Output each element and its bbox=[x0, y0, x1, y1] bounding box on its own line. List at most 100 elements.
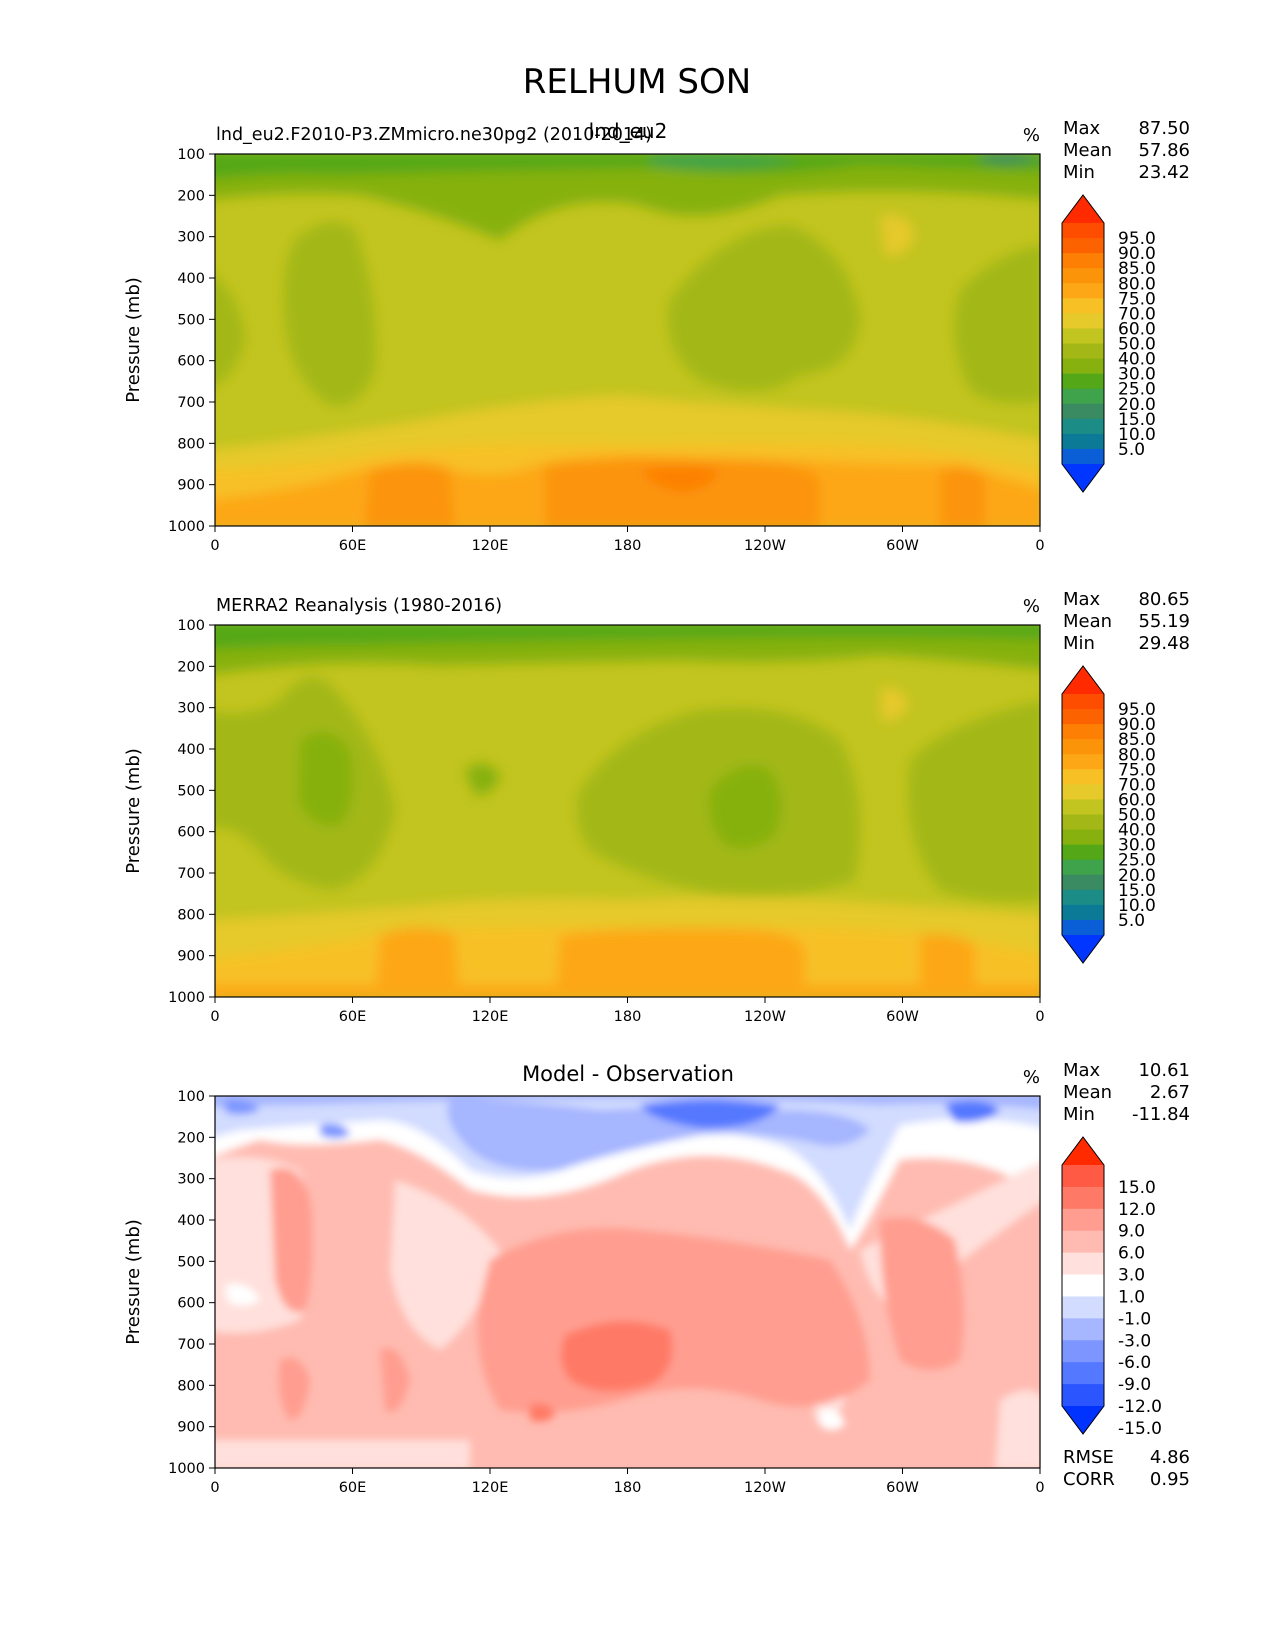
obs-contour-band bbox=[465, 763, 500, 795]
model-colorbar-label: 10.0 bbox=[1118, 425, 1156, 445]
model-colorbar-label: 40.0 bbox=[1118, 350, 1156, 370]
obs-colorbar-band bbox=[1062, 709, 1104, 725]
model-ytick-label: 700 bbox=[177, 395, 205, 411]
model-contour-band bbox=[215, 276, 245, 386]
model-colorbar-label: 5.0 bbox=[1118, 440, 1145, 460]
obs-colorbar-band bbox=[1062, 919, 1104, 936]
model-colorbar-band bbox=[1062, 373, 1104, 390]
diff-colorbar-outline bbox=[1061, 1136, 1105, 1435]
diff-ytick-label: 200 bbox=[177, 1130, 205, 1146]
obs-colorbar-band bbox=[1062, 739, 1104, 755]
model-contour-band bbox=[980, 154, 1040, 164]
diff-contour-band bbox=[447, 1100, 870, 1171]
model-colorbar-band bbox=[1062, 433, 1104, 450]
model-colorbar-band bbox=[1062, 388, 1104, 405]
panel-model: lnd_eu2.F2010-P3.ZMmicro.ne30pg2 (2010-2… bbox=[123, 118, 1190, 554]
obs-colorbar-band bbox=[1062, 724, 1104, 740]
diff-colorbar-cap-top bbox=[1062, 1137, 1104, 1165]
obs-xtick-label: 180 bbox=[614, 1009, 642, 1025]
model-colorbar-band bbox=[1062, 343, 1104, 360]
model-stat-min-value: 23.42 bbox=[1138, 162, 1190, 183]
model-colorbar-label: 30.0 bbox=[1118, 365, 1156, 385]
model-contour-band bbox=[940, 466, 985, 526]
obs-stats: Max 80.65 Mean 55.19 Min 29.48 bbox=[1063, 589, 1190, 654]
obs-ytick-label: 1000 bbox=[168, 990, 205, 1006]
model-stats: Max 87.50 Mean 57.86 Min 23.42 bbox=[1063, 118, 1190, 183]
diff-xtick-label: 120E bbox=[472, 1480, 509, 1496]
model-ytick-label: 900 bbox=[177, 478, 205, 494]
diff-colorbar-label: 6.0 bbox=[1118, 1244, 1145, 1264]
model-contour-band bbox=[215, 154, 1040, 179]
diff-ytick-label: 1000 bbox=[168, 1461, 205, 1477]
diff-colorbar-cap-bottom bbox=[1062, 1406, 1104, 1434]
diff-contour-band bbox=[278, 1357, 310, 1420]
model-colorbar-label: 60.0 bbox=[1118, 319, 1156, 339]
model-contour-band bbox=[283, 222, 376, 406]
diff-colorbar-band bbox=[1062, 1296, 1104, 1319]
model-colorbar-label: 20.0 bbox=[1118, 395, 1156, 415]
diff-ytick-label: 400 bbox=[177, 1213, 205, 1229]
model-colorbar-label: 15.0 bbox=[1118, 410, 1156, 430]
diff-colorbar-label: 15.0 bbox=[1118, 1178, 1156, 1198]
diff-colorbar-band bbox=[1062, 1362, 1104, 1385]
model-colorbar-label: 85.0 bbox=[1118, 259, 1156, 279]
diff-ytick-label: 900 bbox=[177, 1420, 205, 1436]
obs-xtick-label: 0 bbox=[1035, 1009, 1044, 1025]
diff-contour-band bbox=[530, 1403, 555, 1422]
diff-stat-mean-value: 2.67 bbox=[1150, 1082, 1190, 1103]
obs-ytick-label: 400 bbox=[177, 742, 205, 758]
diff-metric-corr-value: 0.95 bbox=[1150, 1469, 1190, 1490]
diff-contour-band bbox=[561, 1321, 673, 1392]
model-stat-max-value: 87.50 bbox=[1138, 118, 1190, 139]
model-colorbar: 95.090.085.080.075.070.060.050.040.030.0… bbox=[1061, 194, 1156, 493]
obs-xtick-label: 60W bbox=[886, 1009, 919, 1025]
model-xtick-label: 0 bbox=[210, 538, 219, 554]
obs-ytick-label: 500 bbox=[177, 783, 205, 799]
obs-colorbar-label: 60.0 bbox=[1118, 790, 1156, 810]
model-contour-band bbox=[650, 154, 800, 169]
obs-xtick-label: 120W bbox=[744, 1009, 786, 1025]
diff-title: Model - Observation bbox=[522, 1062, 734, 1086]
model-colorbar-band bbox=[1062, 253, 1104, 269]
panel-obs: MERRA2 Reanalysis (1980-2016) % Pressure… bbox=[123, 589, 1190, 1025]
diff-xtick-label: 0 bbox=[1035, 1480, 1044, 1496]
obs-colorbar-label: 20.0 bbox=[1118, 866, 1156, 886]
model-colorbar-band bbox=[1062, 283, 1104, 299]
obs-colorbar-label: 75.0 bbox=[1118, 760, 1156, 780]
model-colorbar-band bbox=[1062, 403, 1104, 420]
diff-contour-band bbox=[225, 1284, 260, 1306]
model-ytick-label: 100 bbox=[177, 147, 205, 163]
diff-xtick-label: 0 bbox=[210, 1480, 219, 1496]
model-stat-max-label: Max bbox=[1063, 118, 1101, 139]
diff-contour-band bbox=[320, 1123, 350, 1139]
diff-contour-band bbox=[945, 1101, 1000, 1123]
diff-colorbar-label: -1.0 bbox=[1118, 1309, 1151, 1329]
model-contour-band bbox=[880, 214, 915, 256]
diff-metric-corr-label: CORR bbox=[1063, 1469, 1115, 1490]
diff-colorbar-band bbox=[1062, 1274, 1104, 1297]
obs-contour-band bbox=[880, 687, 908, 721]
obs-contour-band bbox=[298, 732, 354, 826]
model-center-title: lnd_eu2 bbox=[589, 119, 668, 143]
obs-colorbar-label: 95.0 bbox=[1118, 700, 1156, 720]
obs-contour-field bbox=[215, 625, 1040, 997]
model-contour-band bbox=[640, 466, 720, 492]
model-colorbar-label: 95.0 bbox=[1118, 229, 1156, 249]
obs-colorbar-label: 5.0 bbox=[1118, 911, 1145, 931]
model-ytick-label: 200 bbox=[177, 188, 205, 204]
model-colorbar-band bbox=[1062, 298, 1104, 314]
obs-colorbar-band bbox=[1062, 889, 1104, 906]
model-colorbar-band bbox=[1062, 268, 1104, 284]
diff-ytick-label: 100 bbox=[177, 1089, 205, 1105]
model-ytick-label: 1000 bbox=[168, 519, 205, 535]
page-title: RELHUM SON bbox=[523, 62, 751, 102]
diff-colorbar-label: 9.0 bbox=[1118, 1222, 1145, 1242]
obs-ytick-label: 300 bbox=[177, 701, 205, 717]
obs-contour-band bbox=[375, 927, 460, 997]
obs-contour-band bbox=[709, 765, 782, 849]
model-xtick-label: 60W bbox=[886, 538, 919, 554]
model-colorbar-label: 25.0 bbox=[1118, 380, 1156, 400]
model-colorbar-band bbox=[1062, 223, 1104, 239]
diff-colorbar-band bbox=[1062, 1318, 1104, 1341]
